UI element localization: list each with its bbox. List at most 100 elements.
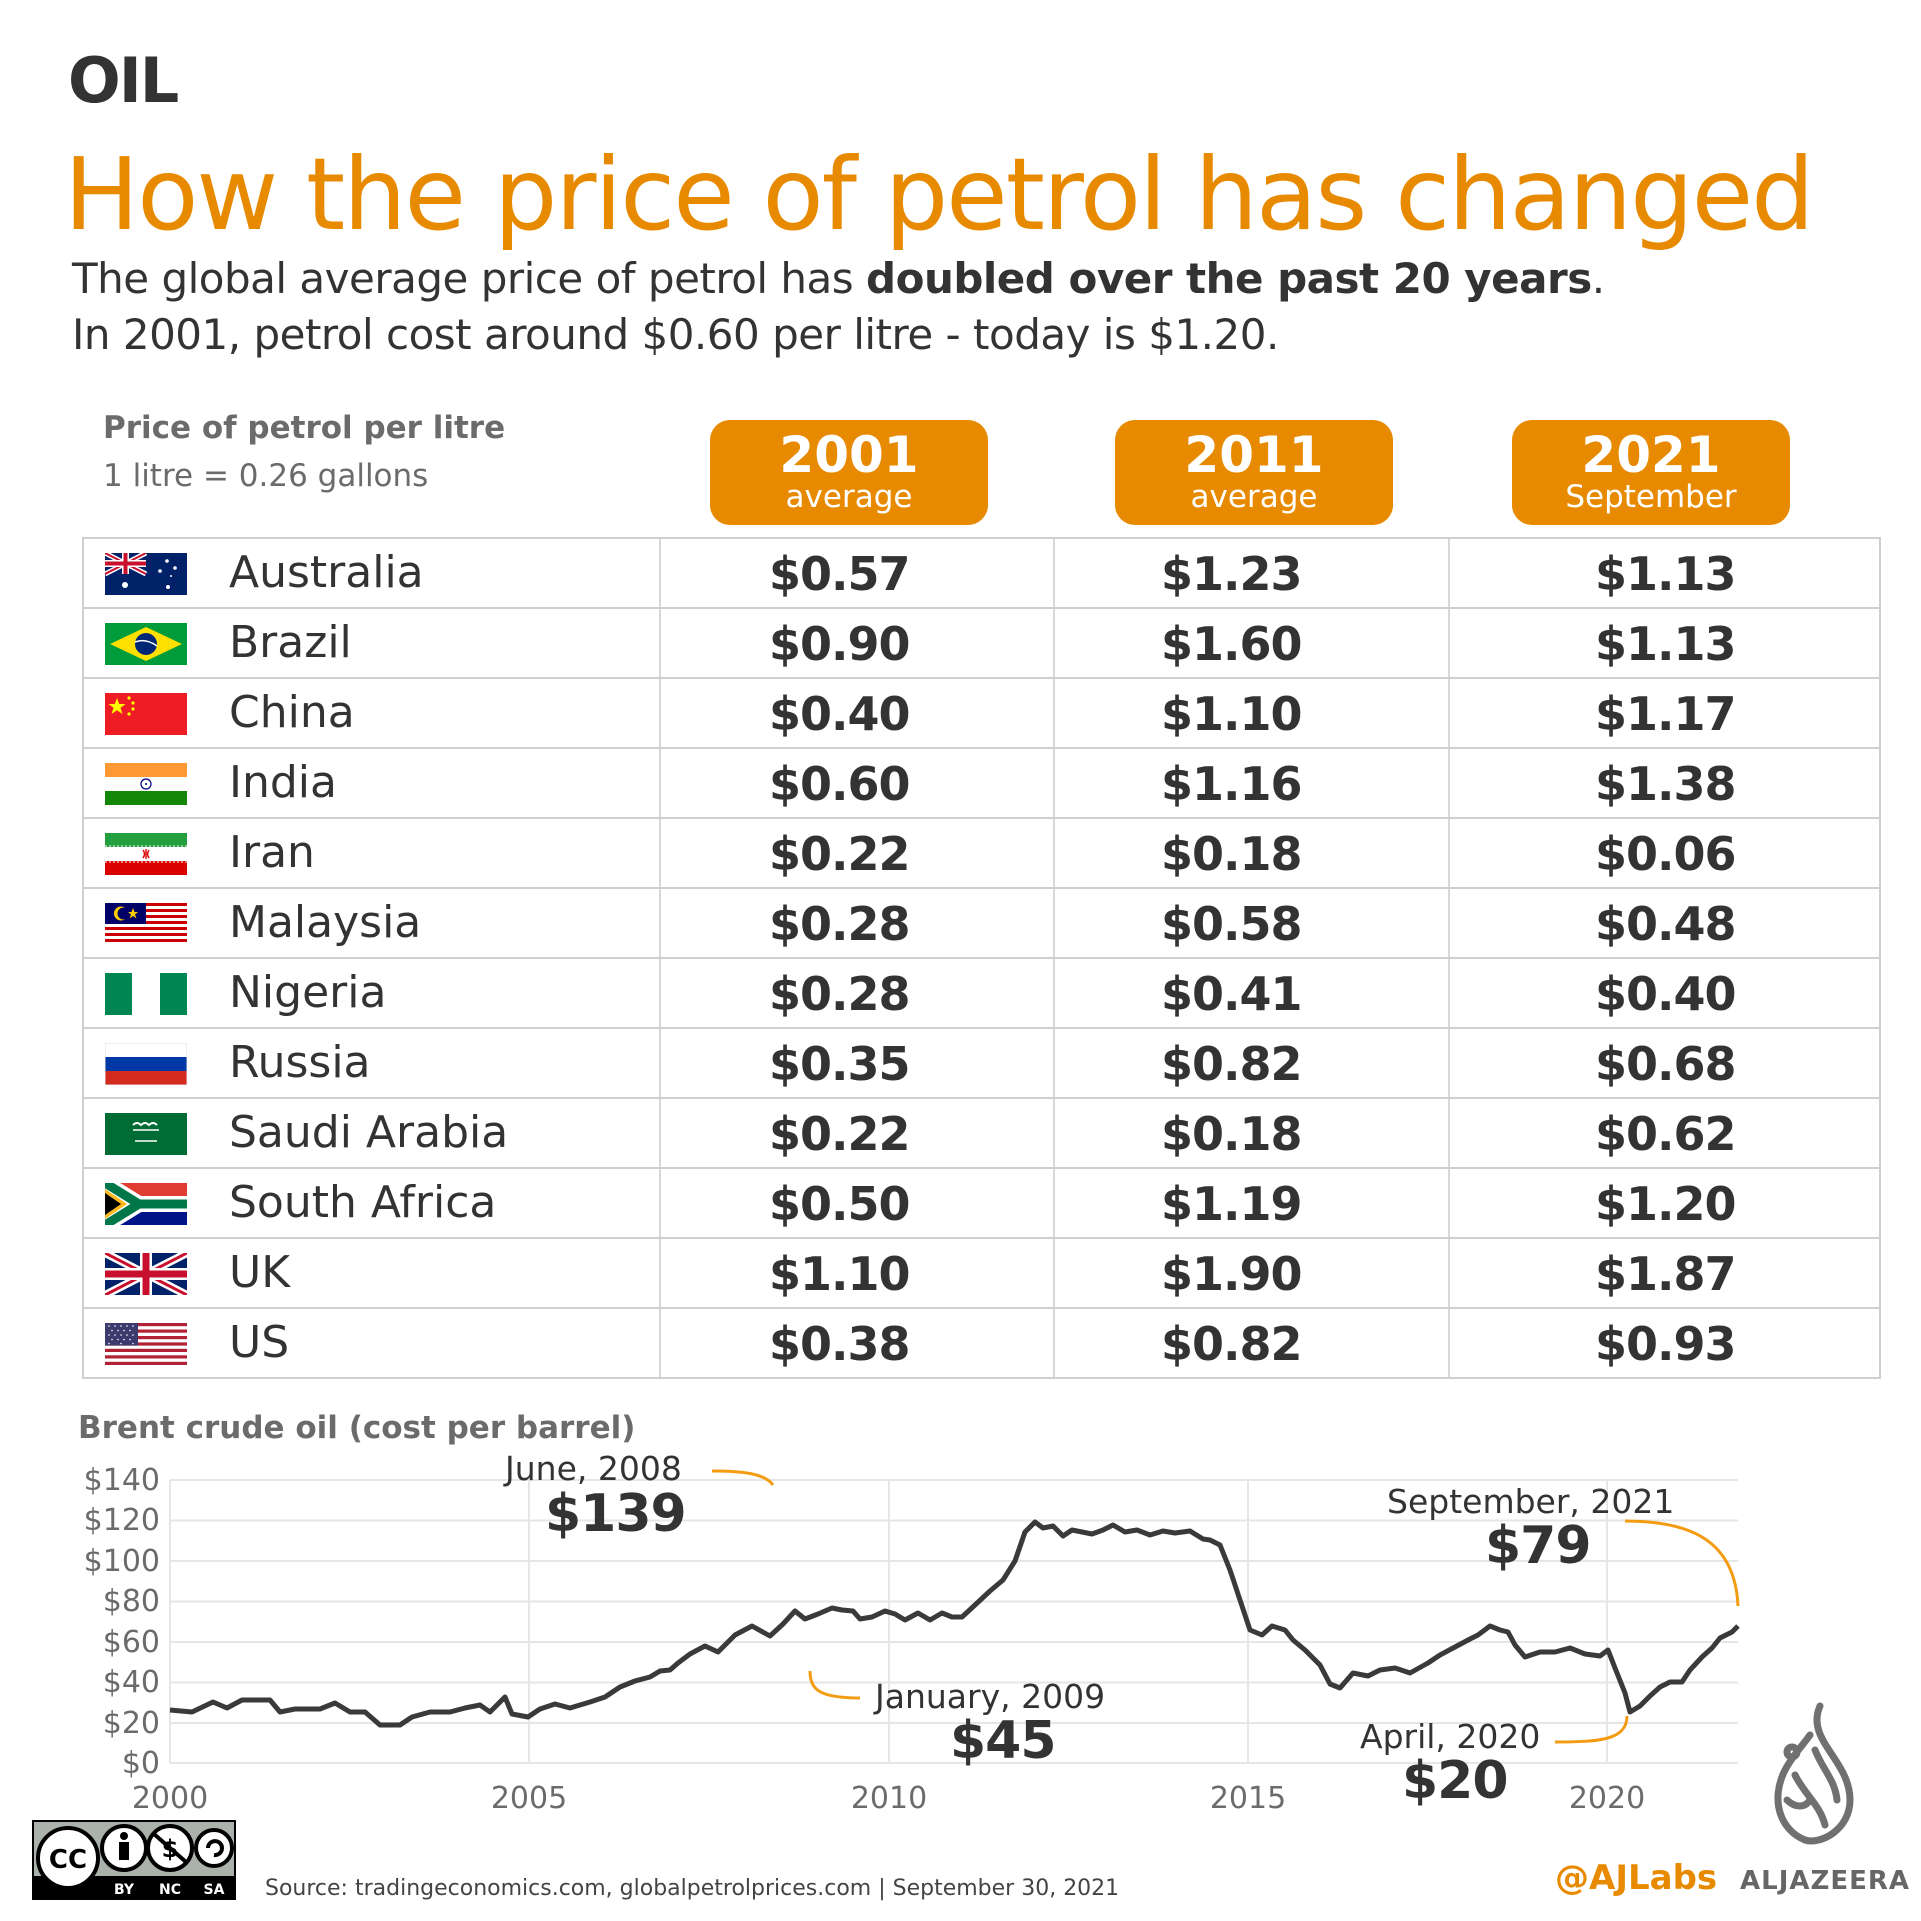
price-value: $1.13 xyxy=(1595,617,1737,671)
price-2021-cell: $1.20 xyxy=(1450,1169,1877,1237)
price-value: $0.35 xyxy=(769,1037,911,1091)
price-value: $0.93 xyxy=(1595,1317,1737,1371)
price-value: $0.38 xyxy=(769,1317,911,1371)
annotation-label-apr-2020: April, 2020 xyxy=(1360,1717,1541,1756)
price-value: $1.20 xyxy=(1595,1177,1737,1231)
table-row: Iran $0.22 $0.18 $0.06 xyxy=(84,819,1879,889)
country-cell: South Africa xyxy=(84,1169,661,1237)
price-value: $0.06 xyxy=(1595,827,1737,881)
price-value: $0.28 xyxy=(769,897,911,951)
annotation-value-jan-2009: $45 xyxy=(950,1711,1057,1771)
petrol-price-table: Australia $0.57 $1.23 $1.13 Brazil $0.90… xyxy=(82,537,1881,1379)
y-tick-label: $60 xyxy=(102,1625,160,1660)
y-tick-label: $0 xyxy=(121,1746,160,1781)
column-year: 2021 xyxy=(1581,426,1721,484)
price-value: $1.38 xyxy=(1595,757,1737,811)
ajlabs-handle: @AJLabs xyxy=(1555,1858,1718,1898)
price-2001-cell: $0.57 xyxy=(661,539,1055,607)
table-label: Price of petrol per litre xyxy=(103,410,506,446)
y-tick-label: $40 xyxy=(102,1665,160,1700)
y-tick-label: $120 xyxy=(83,1503,160,1538)
column-header-2011: 2011 average xyxy=(1115,420,1393,525)
price-2021-cell: $0.68 xyxy=(1450,1029,1877,1097)
country-cell: UK xyxy=(84,1239,661,1307)
flag-china-icon xyxy=(105,693,187,735)
annotation-value-apr-2020: $20 xyxy=(1402,1751,1509,1811)
price-value: $0.48 xyxy=(1595,897,1737,951)
annotation-leaders xyxy=(711,1469,1740,1744)
price-value: $0.60 xyxy=(769,757,911,811)
country-name: Australia xyxy=(229,547,424,598)
price-value: $1.90 xyxy=(1161,1247,1303,1301)
price-2001-cell: $0.38 xyxy=(661,1309,1055,1377)
price-value: $1.87 xyxy=(1595,1247,1737,1301)
country-name: Saudi Arabia xyxy=(229,1107,509,1158)
annotation-value-sep-2021: $79 xyxy=(1485,1516,1592,1576)
section-kicker: OIL xyxy=(68,44,179,117)
price-value: $0.90 xyxy=(769,617,911,671)
price-2001-cell: $0.50 xyxy=(661,1169,1055,1237)
price-2021-cell: $0.40 xyxy=(1450,959,1877,1027)
price-value: $0.40 xyxy=(1595,967,1737,1021)
flag-nigeria-icon xyxy=(105,973,187,1015)
price-value: $0.58 xyxy=(1161,897,1303,951)
table-row: Brazil $0.90 $1.60 $1.13 xyxy=(84,609,1879,679)
price-value: $0.50 xyxy=(769,1177,911,1231)
price-2011-cell: $1.10 xyxy=(1055,679,1450,747)
country-name: India xyxy=(229,757,337,808)
price-2001-cell: $0.35 xyxy=(661,1029,1055,1097)
flag-australia-icon xyxy=(105,553,187,595)
country-name: Brazil xyxy=(229,617,352,668)
country-name: Russia xyxy=(229,1037,371,1088)
svg-text:BY: BY xyxy=(114,1882,135,1898)
table-row: Russia $0.35 $0.82 $0.68 xyxy=(84,1029,1879,1099)
country-name: US xyxy=(229,1317,290,1368)
y-tick-label: $20 xyxy=(102,1706,160,1741)
price-value: $1.16 xyxy=(1161,757,1303,811)
subtitle-text: The global average price of petrol has xyxy=(72,254,867,303)
country-name: Nigeria xyxy=(229,967,387,1018)
cc-license-badge[interactable]: CC $ BY NC SA xyxy=(32,1820,236,1900)
svg-text:CC: CC xyxy=(49,1845,87,1875)
price-2011-cell: $1.90 xyxy=(1055,1239,1450,1307)
price-2011-cell: $0.82 xyxy=(1055,1309,1450,1377)
subtitle-emphasis: doubled over the past 20 years xyxy=(866,254,1592,303)
table-row: India $0.60 $1.16 $1.38 xyxy=(84,749,1879,819)
flag-brazil-icon xyxy=(105,623,187,665)
column-sub: average xyxy=(785,479,913,515)
country-name: Iran xyxy=(229,827,315,878)
annotation-label-sep-2021: September, 2021 xyxy=(1387,1482,1675,1521)
flag-south-africa-icon xyxy=(105,1183,187,1225)
table-sublabel: 1 litre = 0.26 gallons xyxy=(103,458,429,494)
price-2011-cell: $1.19 xyxy=(1055,1169,1450,1237)
price-2021-cell: $0.48 xyxy=(1450,889,1877,957)
price-value: $0.82 xyxy=(1161,1037,1303,1091)
price-value: $0.18 xyxy=(1161,827,1303,881)
annotation-label-jan-2009: January, 2009 xyxy=(875,1677,1106,1716)
price-2001-cell: $0.22 xyxy=(661,1099,1055,1167)
price-2021-cell: $1.17 xyxy=(1450,679,1877,747)
aljazeera-wordmark: ALJAZEERA xyxy=(1740,1866,1911,1896)
page-title-text: How the price of petrol has changed xyxy=(64,136,1815,253)
y-tick-label: $100 xyxy=(83,1544,160,1579)
price-2011-cell: $0.58 xyxy=(1055,889,1450,957)
annotation-label-jun-2008: June, 2008 xyxy=(505,1449,682,1488)
country-cell: Saudi Arabia xyxy=(84,1099,661,1167)
column-year: 2011 xyxy=(1184,426,1324,484)
price-2001-cell: $1.10 xyxy=(661,1239,1055,1307)
source-credit: Source: tradingeconomics.com, globalpetr… xyxy=(265,1876,1120,1901)
price-value: $1.17 xyxy=(1595,687,1737,741)
table-row: Australia $0.57 $1.23 $1.13 xyxy=(84,539,1879,609)
price-2001-cell: $0.28 xyxy=(661,889,1055,957)
x-tick-label: 2010 xyxy=(850,1781,928,1816)
table-row: US $0.38 $0.82 $0.93 xyxy=(84,1309,1879,1379)
price-2011-cell: $1.60 xyxy=(1055,609,1450,677)
cc-by-nc-sa-icon: CC $ BY NC SA xyxy=(34,1822,234,1898)
svg-text:NC: NC xyxy=(159,1882,181,1898)
column-header-2021: 2021 September xyxy=(1512,420,1790,525)
country-name: China xyxy=(229,687,355,738)
country-cell: Iran xyxy=(84,819,661,887)
price-value: $1.60 xyxy=(1161,617,1303,671)
price-2011-cell: $1.23 xyxy=(1055,539,1450,607)
